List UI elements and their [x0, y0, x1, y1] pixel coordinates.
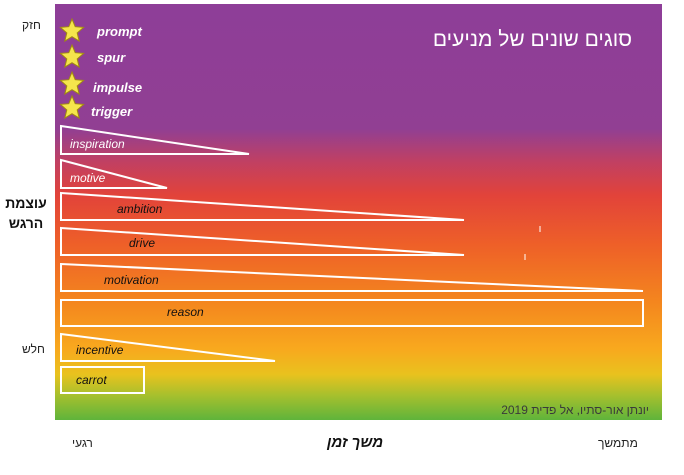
- y-axis-title: עוצמת הרגש: [5, 195, 47, 231]
- bar-label-reason: reason: [167, 305, 204, 319]
- bar-label-drive: drive: [129, 236, 156, 250]
- star-icon: [59, 18, 85, 43]
- star-label-spur: spur: [97, 50, 126, 65]
- star-icon: [59, 44, 85, 69]
- star-label-impulse: impulse: [93, 80, 143, 95]
- bar-label-inspiration: inspiration: [70, 137, 125, 151]
- bar-label-carrot: carrot: [76, 373, 107, 387]
- x-axis-end-label: מתמשך: [598, 436, 638, 450]
- bar-label-motivation: motivation: [104, 273, 159, 287]
- bar-label-incentive: incentive: [76, 343, 124, 357]
- y-axis-strong-label: חזק: [22, 18, 41, 32]
- credit-text: יונתן אור-סתיו, אל פדית 2019: [501, 403, 649, 417]
- star-icon: [59, 95, 85, 120]
- x-axis-start-label: רגעי: [72, 436, 93, 450]
- bar-shape-motive: [60, 158, 168, 189]
- y-axis-weak-label: חלש: [22, 342, 45, 356]
- bar-shape-ambition: [60, 191, 465, 221]
- bar-shape-reason: [60, 299, 644, 327]
- star-label-trigger: trigger: [91, 104, 133, 119]
- star-label-prompt: prompt: [97, 24, 142, 39]
- diagram-area: סוגים שונים של מניעים prompt spur impuls…: [55, 4, 662, 420]
- motivator-shapes: [60, 124, 644, 394]
- bar-shape-carrot: [60, 366, 145, 394]
- diagram-title: סוגים שונים של מניעים: [432, 28, 632, 51]
- x-axis-title: משך זמן: [326, 434, 384, 451]
- bar-shape-incentive: [60, 332, 276, 362]
- bar-label-ambition: ambition: [117, 202, 163, 216]
- bar-shape-inspiration: [60, 124, 250, 155]
- star-icon: [59, 71, 85, 96]
- bar-shape-drive: [60, 226, 465, 256]
- bar-label-motive: motive: [70, 171, 106, 185]
- bar-shape-motivation: [60, 262, 644, 292]
